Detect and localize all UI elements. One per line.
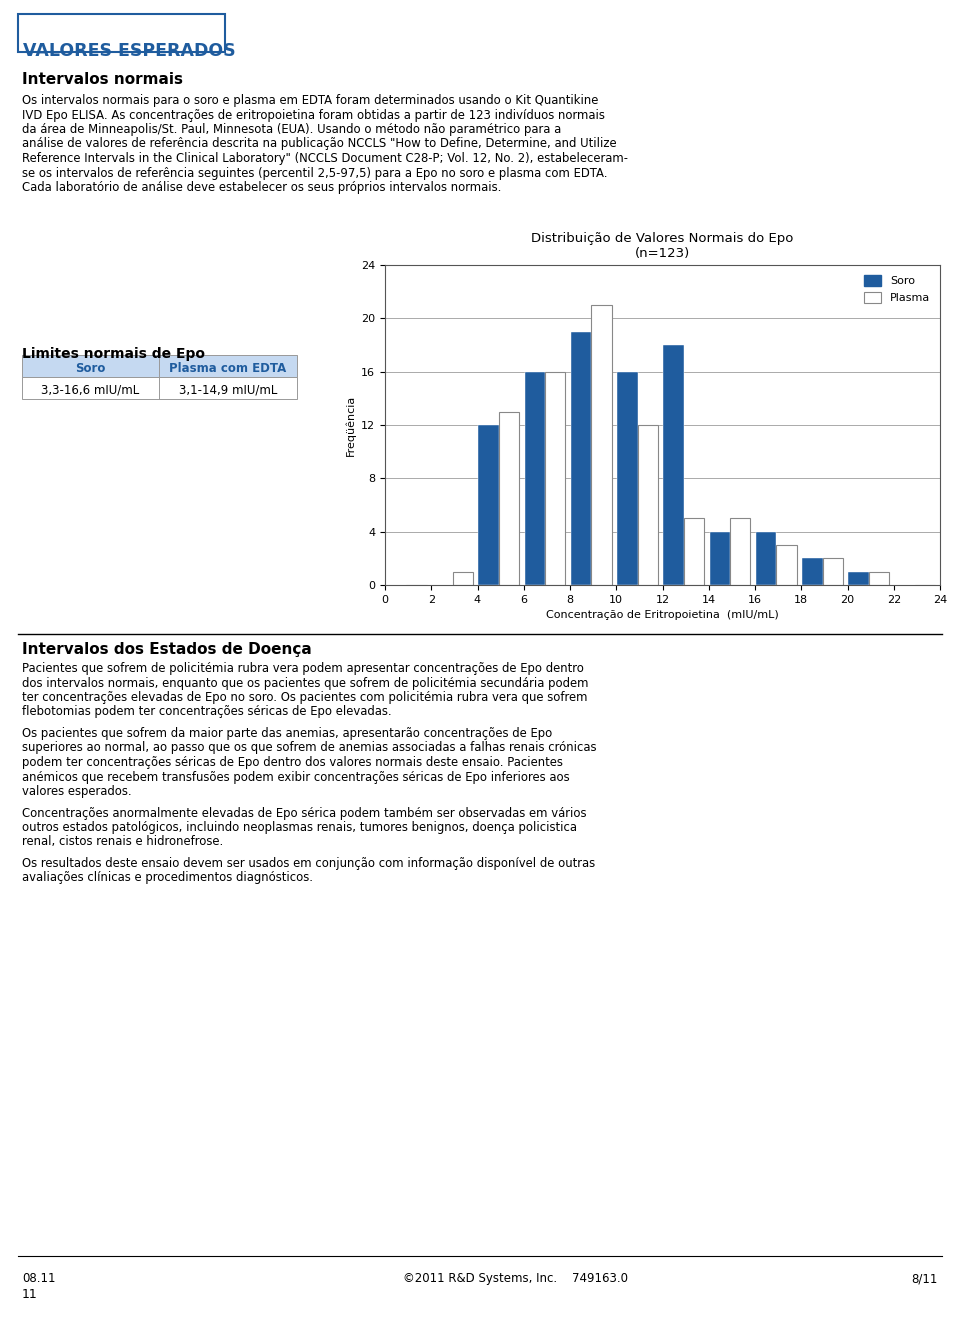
Bar <box>525 372 545 585</box>
FancyBboxPatch shape <box>22 377 297 399</box>
Text: Concentrações anormalmente elevadas de Epo sérica podem também ser observadas em: Concentrações anormalmente elevadas de E… <box>22 806 587 820</box>
Text: renal, cistos renais e hidronefrose.: renal, cistos renais e hidronefrose. <box>22 835 224 849</box>
Text: Reference Intervals in the Clinical Laboratory" (NCCLS Document C28-P; Vol. 12, : Reference Intervals in the Clinical Labo… <box>22 152 628 166</box>
Bar <box>617 372 637 585</box>
Text: ter concentrações elevadas de Epo no soro. Os pacientes com policitémia rubra ve: ter concentrações elevadas de Epo no sor… <box>22 691 588 704</box>
Bar <box>452 572 473 585</box>
Text: 749163.0: 749163.0 <box>572 1272 628 1286</box>
Text: anémicos que recebem transfusões podem exibir concentrações séricas de Epo infer: anémicos que recebem transfusões podem e… <box>22 771 569 784</box>
Bar <box>756 532 777 585</box>
Text: VALORES ESPERADOS: VALORES ESPERADOS <box>23 42 235 60</box>
Text: 8/11: 8/11 <box>912 1272 938 1286</box>
Text: avaliações clínicas e procedimentos diagnósticos.: avaliações clínicas e procedimentos diag… <box>22 871 313 884</box>
Bar <box>803 559 823 585</box>
FancyBboxPatch shape <box>18 15 225 52</box>
Title: Distribuição de Valores Normais do Epo
(n=123): Distribuição de Valores Normais do Epo (… <box>531 232 794 260</box>
Text: ©2011 R&D Systems, Inc.: ©2011 R&D Systems, Inc. <box>403 1272 557 1286</box>
Text: outros estados patológicos, incluindo neoplasmas renais, tumores benignos, doenç: outros estados patológicos, incluindo ne… <box>22 821 577 834</box>
Text: da área de Minneapolis/St. Paul, Minnesota (EUA). Usando o método não paramétric: da área de Minneapolis/St. Paul, Minneso… <box>22 123 562 136</box>
Text: podem ter concentrações séricas de Epo dentro dos valores normais deste ensaio. : podem ter concentrações séricas de Epo d… <box>22 756 563 769</box>
Text: superiores ao normal, ao passo que os que sofrem de anemias associadas a falhas : superiores ao normal, ao passo que os qu… <box>22 741 596 755</box>
Bar <box>545 372 565 585</box>
Bar <box>571 332 591 585</box>
Bar <box>709 532 730 585</box>
Bar <box>663 346 684 585</box>
FancyBboxPatch shape <box>22 355 297 377</box>
Bar <box>499 412 519 585</box>
Bar <box>941 572 960 585</box>
Bar <box>849 572 869 585</box>
Text: Intervalos normais: Intervalos normais <box>22 71 183 87</box>
Text: Os resultados deste ensaio devem ser usados em conjunção com informação disponív: Os resultados deste ensaio devem ser usa… <box>22 857 595 870</box>
Bar <box>684 518 704 585</box>
Legend: Soro, Plasma: Soro, Plasma <box>860 270 934 308</box>
Bar <box>637 425 658 585</box>
Bar <box>823 559 843 585</box>
Text: Intervalos dos Estados de Doença: Intervalos dos Estados de Doença <box>22 642 312 657</box>
Text: Cada laboratório de análise deve estabelecer os seus próprios intervalos normais: Cada laboratório de análise deve estabel… <box>22 181 501 195</box>
Text: 3,1-14,9 mIU/mL: 3,1-14,9 mIU/mL <box>179 384 277 396</box>
Text: Os intervalos normais para o soro e plasma em EDTA foram determinados usando o K: Os intervalos normais para o soro e plas… <box>22 94 598 107</box>
Bar <box>869 572 889 585</box>
Text: Limites normais de Epo: Limites normais de Epo <box>22 347 205 361</box>
Text: dos intervalos normais, enquanto que os pacientes que sofrem de policitémia secu: dos intervalos normais, enquanto que os … <box>22 677 588 690</box>
Text: se os intervalos de referência seguintes (percentil 2,5-97,5) para a Epo no soro: se os intervalos de referência seguintes… <box>22 167 608 180</box>
Text: Soro: Soro <box>75 361 106 375</box>
Text: 11: 11 <box>22 1288 37 1301</box>
Text: IVD Epo ELISA. As concentrações de eritropoietina foram obtidas a partir de 123 : IVD Epo ELISA. As concentrações de eritr… <box>22 109 605 122</box>
Text: Plasma com EDTA: Plasma com EDTA <box>169 361 287 375</box>
Bar <box>730 518 751 585</box>
Bar <box>591 305 612 585</box>
Text: flebotomias podem ter concentrações séricas de Epo elevadas.: flebotomias podem ter concentrações séri… <box>22 706 392 719</box>
Y-axis label: Freqüência: Freqüência <box>345 395 355 455</box>
Text: Os pacientes que sofrem da maior parte das anemias, apresentarão concentrações d: Os pacientes que sofrem da maior parte d… <box>22 727 552 740</box>
Text: 3,3-16,6 mIU/mL: 3,3-16,6 mIU/mL <box>41 384 139 396</box>
Bar <box>777 545 797 585</box>
Text: Pacientes que sofrem de policitémia rubra vera podem apresentar concentrações de: Pacientes que sofrem de policitémia rubr… <box>22 662 584 675</box>
Text: 08.11: 08.11 <box>22 1272 56 1286</box>
Text: valores esperados.: valores esperados. <box>22 785 132 798</box>
X-axis label: Concentração de Eritropoietina  (mIU/mL): Concentração de Eritropoietina (mIU/mL) <box>546 610 779 620</box>
Text: análise de valores de referência descrita na publicação NCCLS "How to Define, De: análise de valores de referência descrit… <box>22 138 616 151</box>
Bar <box>478 425 499 585</box>
